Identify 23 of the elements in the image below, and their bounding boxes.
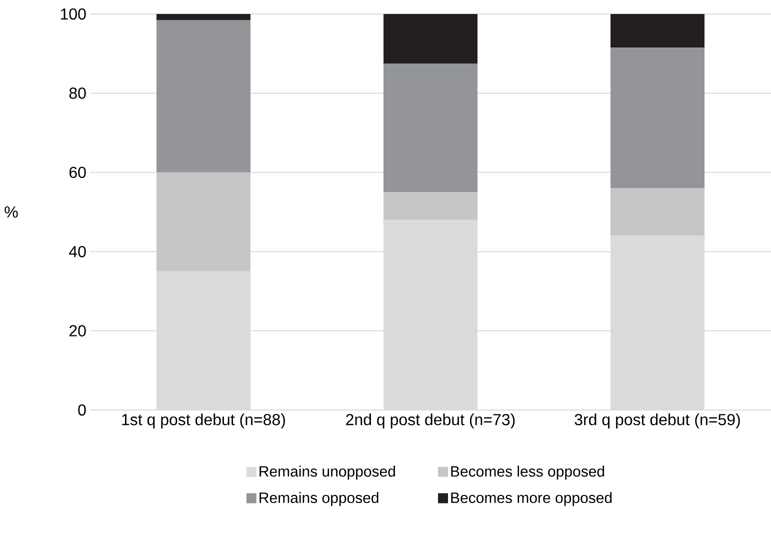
y-tick-label: 80 (69, 88, 86, 99)
y-tick-label: 20 (69, 325, 86, 336)
bar (610, 48, 705, 188)
y-tick-label: 100 (60, 8, 86, 20)
x-tick-label: 2nd q post debut (n=73) (346, 414, 515, 428)
y-axis-title: % (4, 206, 18, 218)
bar (610, 14, 705, 48)
y-tick-label: 40 (69, 246, 86, 258)
legend-label: Becomes less opposed (451, 466, 604, 480)
legend-label: Remains opposed (260, 492, 378, 506)
x-tick-label: 1st q post debut (n=88) (122, 414, 285, 428)
bar (610, 188, 705, 236)
bar (384, 64, 478, 192)
x-tick-label: 3rd q post debut (n=59) (574, 414, 740, 428)
legend-label: Remains unopposed (260, 466, 395, 480)
bar (156, 20, 251, 172)
bar (384, 14, 478, 64)
y-tick-label: 60 (69, 166, 86, 178)
bar (384, 192, 478, 220)
bar (156, 172, 251, 272)
y-tick-label: 0 (78, 404, 86, 416)
legend-label: Becomes more opposed (451, 492, 612, 506)
bar (156, 14, 251, 20)
